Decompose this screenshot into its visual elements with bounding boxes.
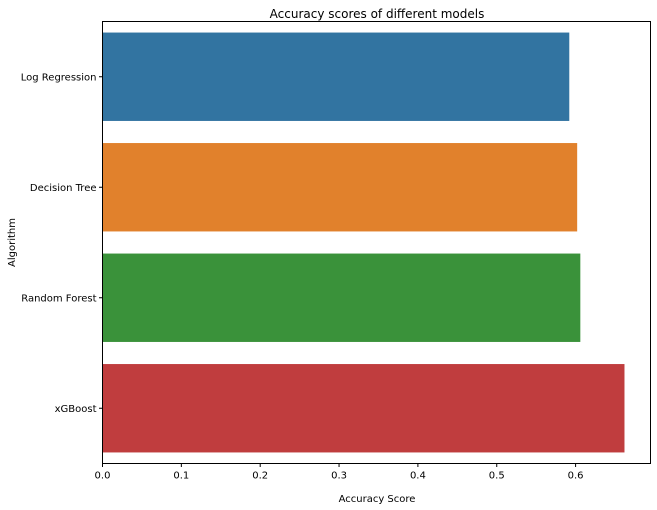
bar-decision-tree xyxy=(102,143,578,232)
x-tick-label: 0.6 xyxy=(568,471,584,482)
bar-xgboost xyxy=(102,364,625,453)
x-tick-label: 0.4 xyxy=(410,471,426,482)
plot-frame xyxy=(102,21,651,464)
y-axis-title: Algorithm xyxy=(7,218,18,267)
y-tick-label: Log Regression xyxy=(21,72,97,83)
x-axis-title: Accuracy Score xyxy=(339,494,416,505)
x-tick-label: 0.5 xyxy=(489,471,505,482)
x-tick-label: 0.1 xyxy=(173,471,189,482)
y-tick-label: Random Forest xyxy=(21,293,96,304)
x-tick-label: 0.0 xyxy=(95,471,111,482)
y-tick-label: Decision Tree xyxy=(30,183,97,194)
bar-random-forest xyxy=(102,253,581,342)
x-tick-label: 0.2 xyxy=(252,471,268,482)
x-ticks-group: 0.0 0.1 0.2 0.3 0.4 0.5 0.6 xyxy=(95,463,584,482)
bar-log-regression xyxy=(102,32,570,121)
bars-group xyxy=(102,32,625,453)
x-tick-label: 0.3 xyxy=(331,471,347,482)
chart-title: Accuracy scores of different models xyxy=(270,7,485,21)
y-tick-labels: Log Regression Decision Tree Random Forest… xyxy=(21,72,103,415)
y-tick-label: xGBoost xyxy=(55,404,97,415)
